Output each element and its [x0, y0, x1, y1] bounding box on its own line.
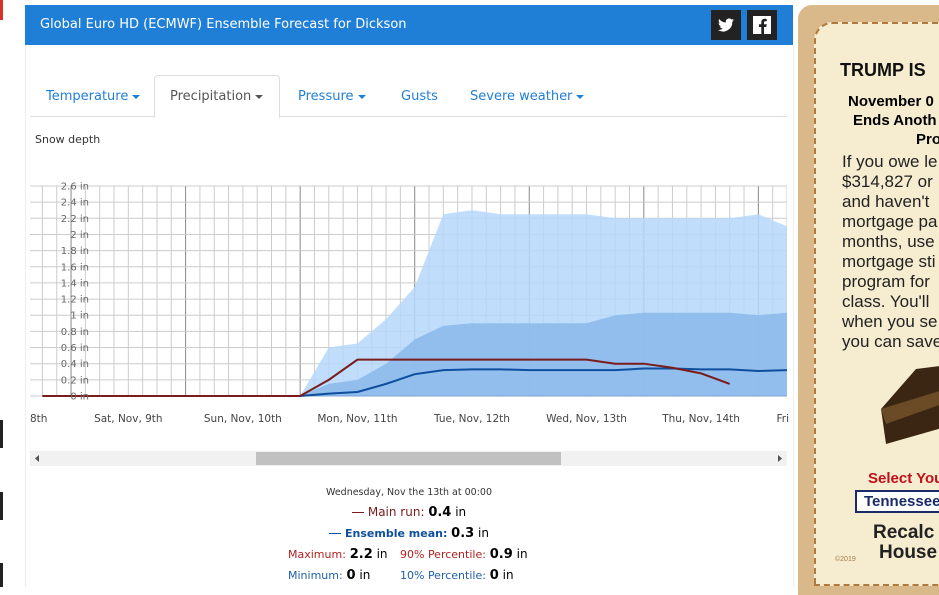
x-tick-label: Mon, Nov, 11th [317, 413, 397, 425]
y-tick-label: 1 in [70, 311, 89, 322]
unit: in [376, 547, 388, 561]
ad-body-line: and haven't [842, 192, 930, 211]
x-tick-label: Thu, Nov, 14th [661, 413, 740, 425]
scrollbar-thumb[interactable] [256, 452, 561, 465]
summary-max: Maximum: 2.2 in [288, 547, 388, 562]
ad-body-line: when you se [842, 312, 938, 331]
x-tick-label: Sun, Nov, 10th [204, 413, 282, 425]
unit: in [502, 568, 514, 582]
y-tick-label: 1.2 in [61, 295, 89, 306]
ad-body-line: months, use [842, 232, 935, 251]
summary-mean: Ensemble mean: 0.3 in [0, 526, 818, 541]
line [42, 358, 731, 397]
panel [25, 45, 794, 587]
ad-body-line: $314,827 or [842, 172, 933, 191]
ad-headline: TRUMP IS [840, 60, 926, 80]
y-tick-label: 2.4 in [61, 198, 89, 209]
summary-min: Minimum: 0 in [288, 568, 370, 583]
edge-mark [0, 492, 3, 520]
ad-body-line: you can save [842, 332, 939, 351]
x-tick-label: Fri [776, 413, 789, 425]
facebook-f [759, 18, 767, 34]
unit: in [516, 547, 528, 561]
edge-mark [0, 563, 3, 587]
unit: in [455, 505, 467, 519]
y-tick-label: 0.6 in [61, 343, 89, 354]
ad-select[interactable]: Tennessee [855, 490, 939, 513]
header-title: Global Euro HD (ECMWF) Ensemble Forecast… [40, 17, 407, 32]
x-tick-label: Tue, Nov, 12th [433, 413, 510, 425]
tab-divider [30, 116, 787, 117]
summary-time: Wednesday, Nov the 13th at 00:00 [325, 487, 492, 498]
summary-p10: 10% Percentile: 0 in [400, 568, 514, 583]
summary-label: Main run: [367, 505, 425, 519]
x-tick-label: Wed, Nov, 13th [546, 413, 627, 425]
twitter-icon [718, 18, 734, 32]
unit: in [478, 526, 489, 540]
y-tick-label: 0 in [70, 392, 89, 403]
y-tick-label: 0.4 in [61, 359, 89, 370]
summary-p90: 90% Percentile: 0.9 in [400, 547, 528, 562]
ad-body-line: class. You'll [842, 292, 930, 311]
edge-mark [0, 420, 3, 448]
ad[interactable]: TRUMP IS November 0 Ends Anoth Pro If yo… [814, 22, 939, 586]
scroll-left[interactable] [35, 455, 39, 462]
summary-label: Ensemble mean: [345, 527, 448, 540]
ad-body: If you owe le $314,827 or and haven't mortg… [842, 152, 939, 352]
swatch [329, 533, 342, 534]
header: Global Euro HD (ECMWF) Ensemble Forecast… [25, 5, 793, 45]
ad-button[interactable]: House [879, 542, 938, 563]
ad-copyright: ©2019 [835, 556, 856, 563]
scroll-right[interactable] [778, 455, 782, 462]
y-tick-label: 1.6 in [61, 262, 89, 273]
ad-body-line: mortgage pa [842, 212, 938, 231]
x-tick-label: 8th [30, 413, 47, 425]
y-tick-label: 0.2 in [61, 375, 89, 386]
y-tick-label: 2.6 in [61, 182, 89, 193]
ad-subhead: Ends Anoth [853, 112, 937, 129]
ad-body-line: mortgage sti [842, 252, 936, 271]
summary-label: Minimum: [288, 569, 343, 582]
tab[interactable]: Pressure [298, 89, 366, 104]
tab[interactable]: Severe weather [470, 89, 584, 104]
summary-label: 90% Percentile: [400, 548, 486, 561]
summary-value: 0.9 [489, 547, 513, 562]
summary-value: 0.4 [428, 505, 452, 520]
summary-value: 0 [489, 568, 499, 583]
summary-label: 10% Percentile: [400, 569, 486, 582]
edge-mark [0, 0, 3, 20]
ad-body-line: program for [842, 272, 930, 291]
summary-main: Main run: 0.4 in [0, 505, 818, 520]
ad-subhead: November 0 [848, 93, 934, 110]
chart-title: Snow depth [35, 133, 100, 146]
ad-select-label: Select You [868, 470, 939, 487]
summary-value: 0 [346, 568, 356, 583]
y-tick-label: 2 in [70, 230, 89, 241]
ad-button[interactable]: Recalc [873, 522, 935, 543]
summary-value: 2.2 [349, 547, 373, 562]
y-tick-label: 2.2 in [61, 214, 89, 225]
ad-body-line: If you owe le [842, 152, 938, 171]
y-tick-label: 1.8 in [61, 246, 89, 257]
y-tick-label: 0.8 in [61, 327, 89, 338]
swatch [351, 512, 364, 513]
summary-label: Maximum: [288, 548, 346, 561]
ad-subhead: Pro [916, 131, 939, 148]
summary-value: 0.3 [451, 526, 475, 541]
unit: in [359, 568, 371, 582]
plot-area [30, 185, 787, 397]
x-tick-label: Sat, Nov, 9th [94, 413, 163, 425]
tab[interactable]: Precipitation [170, 89, 263, 104]
area [42, 312, 787, 396]
axes: 0 in 0.2 in 0.4 in 0.6 in 0.8 in 1 in 1.2 in 1.… [30, 182, 789, 426]
share-icons [711, 10, 777, 40]
y-tick-label: 1.4 in [61, 278, 89, 289]
tab[interactable]: Gusts [401, 89, 438, 104]
ad-image [881, 366, 939, 444]
tab[interactable]: Temperature [46, 89, 140, 104]
